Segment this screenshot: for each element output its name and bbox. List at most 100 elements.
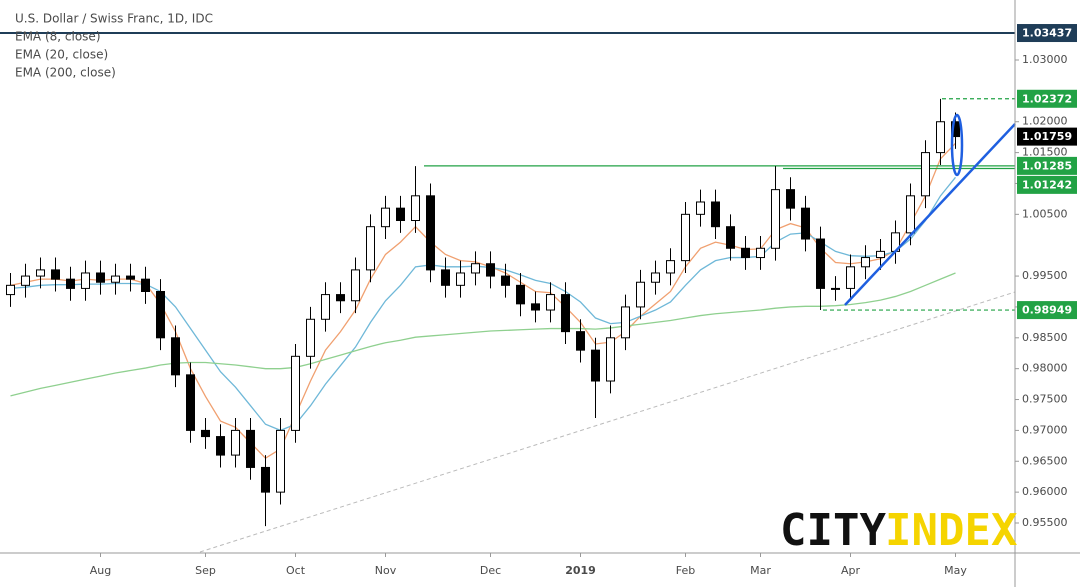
chart-title: U.S. Dollar / Swiss Franc, 1D, IDC bbox=[15, 12, 213, 26]
level-label: 1.01285 bbox=[1022, 159, 1072, 172]
y-tick-label: 0.95500 bbox=[1022, 516, 1068, 529]
level-label: 1.01759 bbox=[1022, 130, 1072, 143]
legend: U.S. Dollar / Swiss Franc, 1D, IDC EMA (… bbox=[15, 12, 213, 80]
level-label: 0.98949 bbox=[1022, 304, 1072, 317]
y-tick-label: 1.03000 bbox=[1022, 53, 1068, 66]
level-box bbox=[1017, 127, 1077, 146]
candle-body bbox=[456, 272, 465, 286]
candle-body bbox=[561, 294, 570, 333]
candle-body bbox=[786, 189, 795, 209]
y-tick-label: 0.99500 bbox=[1022, 269, 1068, 282]
level-box bbox=[1017, 301, 1077, 320]
long-trendline bbox=[199, 291, 1016, 553]
candle-body bbox=[216, 436, 225, 456]
level-label: 1.03437 bbox=[1022, 27, 1072, 40]
y-tick-label: 0.98500 bbox=[1022, 331, 1068, 344]
candle-body bbox=[306, 318, 315, 357]
candle-body bbox=[531, 303, 540, 311]
x-tick-label: Oct bbox=[286, 564, 306, 577]
logo: CITY INDEX bbox=[780, 505, 1017, 556]
candle-body bbox=[846, 266, 855, 289]
candle-body bbox=[861, 257, 870, 268]
candle-body bbox=[321, 294, 330, 320]
candle-body bbox=[396, 207, 405, 222]
candle-body bbox=[771, 189, 780, 249]
candle-body bbox=[156, 291, 165, 339]
candle-body bbox=[621, 306, 630, 339]
candle-body bbox=[51, 269, 60, 280]
axis-layer: 0.95500 0.96000 0.96500 0.97000 0.97500 0.980… bbox=[90, 24, 1077, 577]
candle-body bbox=[606, 337, 615, 382]
candle-body bbox=[471, 263, 480, 274]
candle-body bbox=[486, 263, 495, 277]
candle-body bbox=[261, 466, 270, 493]
candle-body bbox=[336, 294, 345, 302]
legend-entry: EMA (200, close) bbox=[15, 66, 116, 80]
candle-body bbox=[801, 207, 810, 240]
support-trendline bbox=[844, 123, 1016, 306]
candle-body bbox=[636, 281, 645, 308]
candle-body bbox=[36, 269, 45, 277]
candle-body bbox=[6, 284, 15, 296]
ema-line bbox=[10, 272, 956, 397]
candle-body bbox=[231, 429, 240, 456]
candle-body bbox=[816, 238, 825, 289]
candle-body bbox=[411, 195, 420, 222]
candle-body bbox=[111, 275, 120, 283]
candle-body bbox=[921, 152, 930, 197]
candle-body bbox=[681, 213, 690, 262]
x-tick-label: Feb bbox=[676, 564, 695, 577]
candle-body bbox=[201, 429, 210, 438]
y-tick-label: 0.97500 bbox=[1022, 393, 1068, 406]
candle-body bbox=[66, 278, 75, 289]
y-tick-label: 1.01500 bbox=[1022, 146, 1068, 159]
candle-body bbox=[126, 275, 135, 280]
y-tick-label: 1.02000 bbox=[1022, 115, 1068, 128]
x-tick-label: Apr bbox=[841, 564, 861, 577]
candle-body bbox=[186, 374, 195, 431]
x-tick-label: May bbox=[944, 564, 967, 577]
candle-body bbox=[21, 275, 30, 286]
candle-body bbox=[141, 278, 150, 293]
ema-line bbox=[10, 142, 956, 460]
candle-body bbox=[906, 195, 915, 234]
level-box bbox=[1017, 89, 1077, 108]
y-tick-label: 0.96500 bbox=[1022, 454, 1068, 467]
candle-body bbox=[96, 272, 105, 283]
candle-body bbox=[756, 247, 765, 259]
x-tick-label: 2019 bbox=[565, 564, 596, 577]
candle-body bbox=[291, 355, 300, 431]
candle-body bbox=[876, 250, 885, 259]
candle-body bbox=[381, 207, 390, 228]
x-tick-label: Sep bbox=[195, 564, 216, 577]
ema-line bbox=[10, 176, 957, 432]
level-box bbox=[1017, 156, 1077, 175]
ema-layer bbox=[10, 142, 957, 460]
x-tick-label: Nov bbox=[375, 564, 397, 577]
level-label: 1.01242 bbox=[1022, 178, 1072, 191]
candles-layer bbox=[6, 98, 960, 527]
legend-entry: EMA (20, close) bbox=[15, 48, 108, 62]
logo-left: CITY bbox=[780, 505, 886, 556]
legend-entry: EMA (8, close) bbox=[15, 30, 101, 44]
logo-right: INDEX bbox=[885, 505, 1017, 556]
candle-body bbox=[726, 226, 735, 249]
candle-body bbox=[711, 201, 720, 228]
candle-body bbox=[246, 429, 255, 468]
candle-body bbox=[171, 337, 180, 376]
candle-body bbox=[741, 247, 750, 259]
candle-body bbox=[936, 121, 945, 154]
candle-body bbox=[591, 349, 600, 382]
candle-body bbox=[651, 272, 660, 283]
candle-body bbox=[426, 195, 435, 271]
candle-body bbox=[516, 284, 525, 305]
candle-body bbox=[831, 287, 840, 290]
level-box bbox=[1017, 24, 1077, 43]
y-tick-label: 1.00500 bbox=[1022, 207, 1068, 220]
candle-body bbox=[696, 201, 705, 215]
candle-body bbox=[666, 260, 675, 274]
candle-body bbox=[276, 429, 285, 493]
level-box bbox=[1017, 175, 1077, 194]
